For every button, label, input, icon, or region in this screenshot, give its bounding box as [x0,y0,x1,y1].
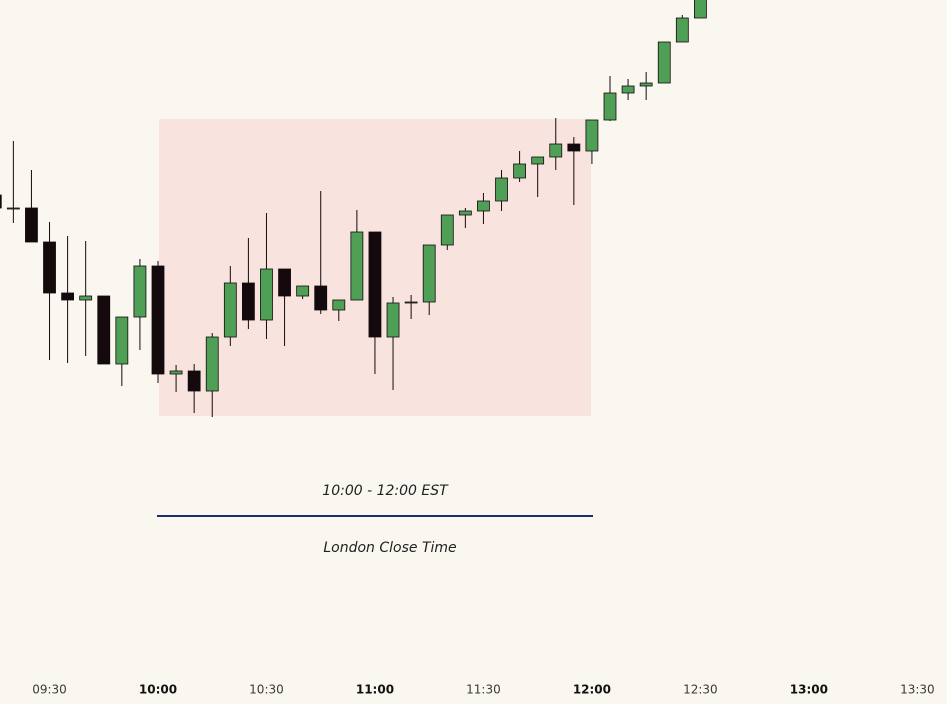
candle-body [621,85,635,94]
x-tick-label: 10:30 [249,683,284,697]
x-tick-label: 10:00 [139,683,177,697]
candle-body [567,143,581,152]
candle-body [61,292,74,301]
candle-body [350,231,364,301]
candle-body [6,207,20,210]
candle-body [260,268,273,321]
candle-body [25,207,38,243]
candle-body [458,210,472,216]
x-tick-label: 12:30 [683,683,718,697]
candle-body [495,177,508,202]
candle-body [477,200,490,212]
candle-body [675,17,689,43]
session-label: London Close Time [323,540,456,556]
candle-body [151,265,165,375]
session-range: 10:00 - 12:00 EST [322,483,449,499]
candle-body [513,163,526,179]
candle-body [97,295,111,365]
candle-body [79,295,93,301]
candle-body [603,92,617,121]
candle-body [585,119,599,152]
candle-body [368,231,382,338]
candle-body [332,299,346,311]
candle-body [296,285,310,297]
x-tick-label: 11:30 [466,683,501,697]
candle-body [115,316,129,365]
candle-body [278,268,291,297]
x-tick-label: 09:30 [32,683,67,697]
candle-body [187,370,201,392]
candle-body [422,244,436,303]
x-tick-label: 13:00 [790,683,828,697]
candle-body [657,41,671,84]
candle-body [440,214,454,246]
candle-body [386,302,400,338]
candle-body [205,336,219,392]
candles [0,0,707,417]
candle-body [639,82,653,87]
candle-body [241,282,255,321]
x-tick-label: 13:30 [900,683,935,697]
candle-body [549,143,563,158]
x-tick-label: 12:00 [573,683,611,697]
candle-body [169,370,183,375]
candle-body [314,285,328,311]
candle-body [133,265,147,318]
candle-body [404,301,418,304]
x-tick-label: 11:00 [356,683,394,697]
candle-body [694,0,707,19]
candle-body [43,241,56,294]
candle-body [531,156,545,165]
candle-body [223,282,237,338]
candle-body [0,194,2,209]
